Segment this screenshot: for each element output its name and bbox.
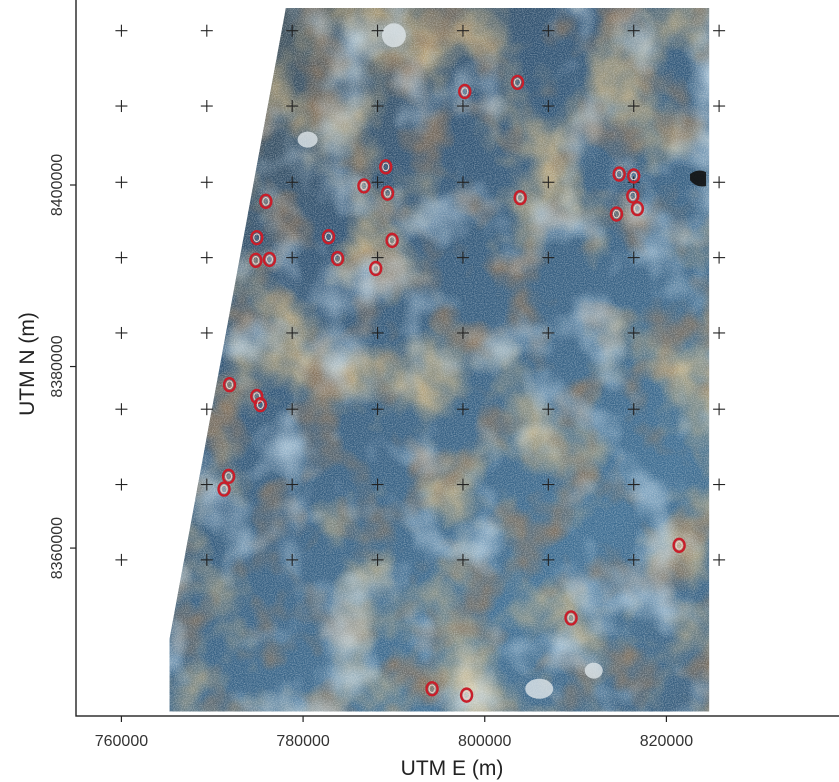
site-marker: [217, 481, 231, 497]
site-marker: [385, 232, 399, 249]
site-marker-center: [428, 684, 436, 694]
site-marker: [221, 468, 236, 485]
site-marker: [262, 251, 277, 268]
y-tick-label: 8380000: [49, 335, 66, 397]
site-marker: [612, 166, 626, 182]
site-marker: [330, 250, 345, 267]
site-marker-center: [461, 87, 469, 96]
site-marker: [627, 168, 641, 184]
site-marker-center: [516, 193, 524, 203]
site-marker-center: [372, 264, 380, 273]
sites-layer: [217, 74, 686, 703]
site-marker-center: [253, 233, 261, 242]
site-marker: [672, 537, 686, 554]
site-marker-center: [567, 613, 575, 623]
site-marker-center: [225, 472, 233, 481]
site-marker: [513, 190, 527, 206]
x-axis-ticks: 760000 780000 800000 820000: [95, 716, 693, 750]
site-marker-center: [615, 169, 623, 179]
site-marker-center: [675, 541, 683, 550]
white-patch: [525, 678, 554, 699]
y-tick-label: 8360000: [49, 517, 66, 579]
white-patch: [297, 131, 318, 148]
white-patches: [297, 23, 707, 699]
site-marker: [425, 681, 439, 697]
white-patch: [584, 662, 603, 679]
site-marker: [380, 185, 395, 201]
y-axis-title: UTM N (m): [16, 312, 39, 416]
site-marker: [253, 396, 268, 413]
site-marker-center: [334, 254, 342, 263]
site-marker: [250, 229, 264, 246]
y-axis-ticks: 8360000 8380000 8400000: [49, 154, 76, 579]
site-marker-center: [220, 484, 228, 494]
site-marker: [321, 229, 336, 245]
site-marker: [458, 83, 472, 100]
site-marker-center: [382, 162, 390, 172]
site-marker: [250, 388, 264, 405]
site-marker: [510, 74, 525, 91]
site-marker: [626, 188, 640, 204]
site-marker-center: [612, 209, 620, 219]
x-tick-label: 820000: [640, 733, 693, 750]
site-marker: [249, 252, 263, 269]
site-marker-center: [388, 236, 396, 245]
site-marker: [379, 159, 393, 175]
site-marker-center: [629, 191, 637, 201]
site-marker-center: [360, 181, 368, 191]
site-marker-center: [252, 256, 260, 265]
dark-patch: [690, 170, 707, 187]
site-marker: [222, 376, 237, 393]
site-marker-center: [262, 197, 270, 206]
site-marker: [369, 260, 383, 277]
x-axis-title: UTM E (m): [401, 757, 504, 780]
site-marker-center: [463, 690, 471, 700]
x-tick-label: 780000: [276, 733, 329, 750]
site-marker-center: [256, 400, 264, 409]
x-tick-label: 800000: [458, 733, 511, 750]
plot-frame: [75, 0, 839, 717]
site-marker: [609, 206, 624, 222]
site-marker: [459, 687, 474, 703]
grid-crosses: [115, 24, 726, 566]
site-marker-center: [226, 380, 234, 389]
x-tick-label: 760000: [95, 733, 148, 750]
site-marker-center: [633, 204, 641, 213]
site-marker-center: [265, 255, 273, 264]
site-marker-center: [630, 171, 638, 181]
site-marker-center: [325, 232, 333, 242]
site-marker-center: [513, 78, 521, 87]
y-tick-label: 8400000: [49, 154, 66, 216]
site-marker: [259, 193, 273, 210]
site-marker: [630, 200, 645, 217]
site-marker-center: [384, 188, 392, 198]
site-marker: [564, 610, 578, 626]
site-marker: [357, 178, 371, 194]
white-patch: [381, 23, 406, 48]
